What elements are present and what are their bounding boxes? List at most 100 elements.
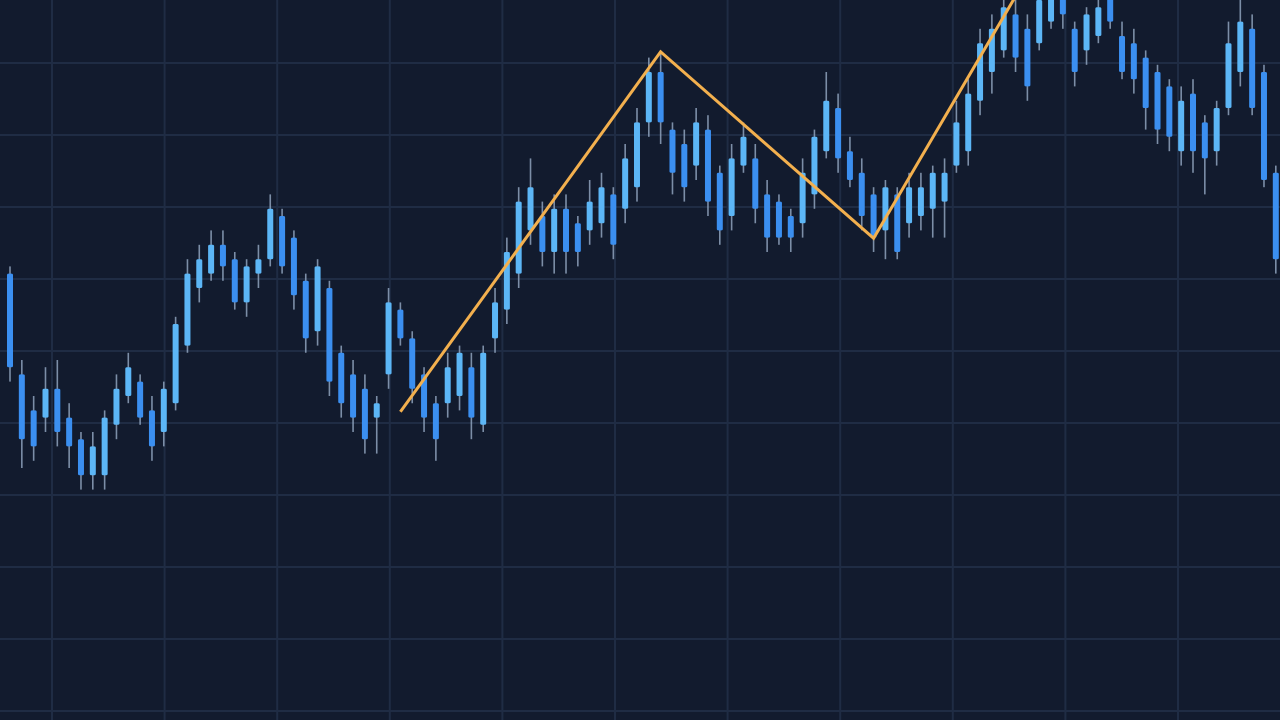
candle-body bbox=[373, 403, 380, 418]
candle-body bbox=[716, 172, 723, 231]
candle bbox=[1272, 165, 1279, 274]
candle-body bbox=[728, 158, 735, 216]
candle bbox=[18, 360, 25, 468]
candle bbox=[444, 352, 451, 418]
candle-body bbox=[77, 439, 84, 476]
candle bbox=[1095, 0, 1102, 44]
candle-body bbox=[1190, 93, 1196, 152]
candle-body bbox=[196, 259, 203, 288]
candle bbox=[610, 187, 617, 260]
candle-body bbox=[657, 72, 664, 123]
candle-body bbox=[1272, 172, 1279, 260]
candle bbox=[645, 57, 652, 137]
candle bbox=[255, 244, 262, 288]
candle-body bbox=[1095, 7, 1102, 36]
candle-body bbox=[66, 417, 73, 447]
candle bbox=[1000, 0, 1007, 58]
candle bbox=[302, 273, 309, 353]
candle bbox=[1142, 50, 1149, 130]
candle-body bbox=[290, 237, 297, 296]
candle-body bbox=[775, 201, 782, 238]
candle-body bbox=[787, 216, 794, 238]
candle-body bbox=[1107, 0, 1114, 22]
candle-body bbox=[338, 352, 345, 404]
candle bbox=[515, 187, 522, 288]
candle-body bbox=[752, 158, 759, 209]
candle-body bbox=[113, 388, 120, 425]
candle bbox=[385, 288, 392, 389]
candle-body bbox=[480, 352, 487, 425]
candle bbox=[1249, 14, 1256, 116]
candle bbox=[1012, 0, 1019, 72]
candle bbox=[598, 172, 605, 238]
candle-body bbox=[1059, 0, 1066, 15]
candle-body bbox=[30, 410, 37, 447]
candle bbox=[941, 158, 948, 238]
candle-body bbox=[1024, 28, 1031, 87]
candle-body bbox=[823, 100, 830, 152]
candle bbox=[219, 230, 226, 281]
candle-body bbox=[633, 122, 640, 188]
candle bbox=[267, 194, 274, 267]
candle-body bbox=[539, 216, 546, 252]
candle bbox=[929, 165, 936, 238]
candle bbox=[1071, 21, 1078, 87]
candle-body bbox=[219, 244, 226, 267]
candle-body bbox=[764, 194, 771, 238]
candle-body bbox=[598, 187, 605, 224]
candle-body bbox=[574, 223, 581, 252]
candle-body bbox=[409, 338, 416, 389]
candle-body bbox=[148, 410, 155, 447]
candle bbox=[574, 216, 581, 267]
candle bbox=[1225, 21, 1232, 116]
candle-body bbox=[622, 158, 629, 209]
candle-body bbox=[1166, 86, 1173, 137]
candle bbox=[66, 403, 73, 468]
candle bbox=[775, 194, 782, 245]
candle bbox=[30, 396, 37, 461]
candle bbox=[551, 194, 558, 274]
candle bbox=[314, 259, 321, 346]
candle bbox=[113, 374, 120, 440]
candle bbox=[456, 345, 463, 411]
candle bbox=[468, 352, 475, 440]
candle-body bbox=[42, 388, 49, 418]
candle-body bbox=[444, 367, 451, 404]
candle-body bbox=[1260, 72, 1267, 180]
candle-body bbox=[267, 208, 274, 260]
candle-body bbox=[811, 136, 818, 195]
candle bbox=[125, 352, 132, 404]
candle-body bbox=[870, 194, 877, 238]
candle bbox=[622, 144, 629, 224]
zigzag-overlay bbox=[399, 0, 1016, 413]
candle-body bbox=[231, 259, 238, 303]
candle-body bbox=[184, 273, 191, 346]
candle-body bbox=[1130, 43, 1137, 80]
candle-body bbox=[314, 266, 321, 332]
candle-body bbox=[941, 172, 948, 202]
candle bbox=[669, 122, 676, 195]
candle-body bbox=[693, 122, 700, 166]
candle bbox=[693, 108, 700, 180]
candle bbox=[1166, 79, 1173, 152]
candle-body bbox=[681, 144, 688, 188]
candle bbox=[1260, 64, 1267, 188]
candle bbox=[846, 136, 853, 188]
candle bbox=[1048, 0, 1055, 29]
candle bbox=[787, 208, 794, 252]
candle bbox=[704, 115, 711, 216]
candle bbox=[290, 230, 297, 310]
candle-body bbox=[302, 280, 309, 339]
candle bbox=[1190, 79, 1196, 173]
candle bbox=[243, 259, 250, 317]
candle-body bbox=[906, 187, 913, 224]
candle bbox=[716, 165, 723, 245]
candle bbox=[184, 259, 191, 353]
candle-body bbox=[527, 187, 534, 231]
candle bbox=[870, 187, 877, 252]
candle-body bbox=[160, 388, 167, 432]
candle bbox=[350, 360, 357, 432]
candle bbox=[728, 144, 735, 231]
candle bbox=[101, 410, 108, 490]
